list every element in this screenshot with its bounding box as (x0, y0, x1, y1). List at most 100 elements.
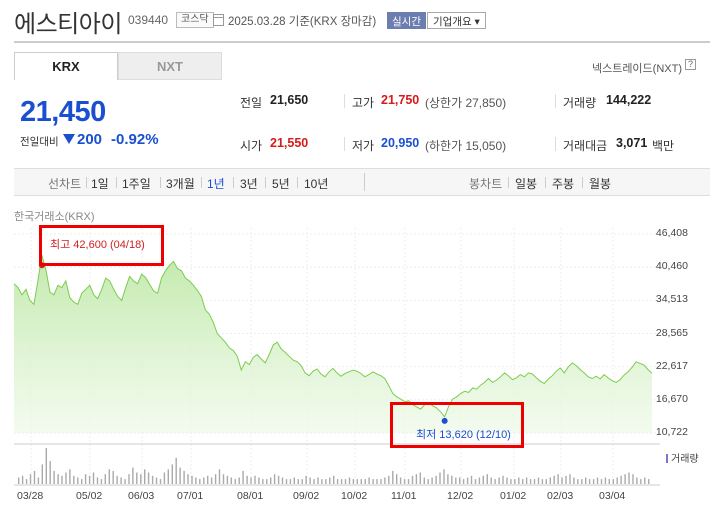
trade-value-unit: 백만 (652, 139, 675, 153)
volume-bar (242, 470, 244, 484)
volume-bar (49, 461, 51, 484)
candle-monthly[interactable]: 월봉 (589, 177, 612, 191)
volume-bar (199, 479, 201, 484)
volume-bar (96, 477, 99, 484)
period-5y[interactable]: 5년 (272, 177, 290, 191)
price-change: 200 (63, 131, 102, 148)
current-price: 21,450 (20, 96, 106, 128)
help-icon[interactable]: ? (685, 59, 696, 70)
volume-bar (171, 464, 173, 484)
volume-bar (340, 479, 343, 484)
stock-code: 039440 (128, 13, 169, 27)
volume-bar (53, 470, 55, 484)
y-tick-label: 40,460 (655, 260, 688, 273)
volume-bar (159, 479, 162, 484)
volume-bar (175, 457, 177, 484)
volume-bar (41, 464, 43, 484)
volume-bar (88, 475, 91, 484)
toolbar-divider (364, 173, 365, 191)
volume-bar (191, 475, 193, 484)
volume-bar (214, 474, 217, 484)
volume-bar (549, 477, 551, 484)
volume-bar (498, 477, 500, 484)
toolbar-divider (116, 177, 117, 188)
basis: 기준(KRX 장마감) (288, 16, 377, 28)
volume-bar (273, 474, 276, 484)
volume-bar (352, 479, 355, 484)
y-tick-label: 16,670 (655, 392, 688, 405)
candle-weekly[interactable]: 주봉 (552, 177, 575, 191)
stat-divider (555, 94, 556, 108)
low-value: 20,950 (381, 136, 420, 150)
volume-bar (18, 477, 20, 484)
volume-bar (124, 479, 126, 484)
volume-bar (592, 479, 595, 484)
volume-bar (254, 475, 256, 484)
volume-bar (620, 475, 622, 484)
period-3m[interactable]: 3개월 (166, 177, 195, 191)
volume-bar (537, 477, 540, 484)
line-chart-button[interactable]: 선차트 (48, 177, 82, 191)
tab-krx[interactable]: KRX (14, 52, 118, 80)
volume-bar (529, 479, 532, 484)
period-1y[interactable]: 1년 (207, 177, 225, 191)
volume-bar (151, 475, 154, 484)
volume-bar (305, 475, 307, 484)
stat-divider (344, 137, 345, 151)
tab-nxt[interactable]: NXT (118, 52, 222, 80)
volume-bar (600, 479, 603, 484)
volume-bar (344, 479, 347, 484)
volume-bar (140, 474, 142, 484)
volume-bar (207, 475, 209, 484)
realtime-button[interactable]: 실시간 (387, 12, 426, 29)
volume-bar (632, 474, 634, 484)
candle-chart-button[interactable]: 봉차트 (469, 177, 503, 191)
period-3y[interactable]: 3년 (240, 177, 258, 191)
price-area (14, 255, 652, 433)
volume-bar (108, 469, 110, 484)
volume-bar (210, 477, 213, 484)
volume-bar (333, 475, 335, 484)
volume-bar (451, 475, 453, 484)
volume-bar (553, 475, 555, 484)
volume-bar (510, 479, 512, 484)
volume-bar (356, 479, 358, 484)
volume-bar (407, 479, 410, 484)
company-info-dropdown[interactable]: 기업개요 ▾ (427, 12, 486, 29)
volume-bar (443, 469, 445, 484)
volume-bar (183, 470, 185, 484)
volume-bar (293, 477, 295, 484)
volume-bar (439, 472, 441, 484)
volume-bar (388, 475, 390, 484)
volume-bar (65, 472, 67, 484)
volume-bar (628, 472, 630, 484)
volume-bar (541, 479, 544, 484)
volume-bar (246, 475, 248, 484)
volume-bar (84, 474, 87, 484)
x-tick-label: 07/01 (177, 490, 204, 502)
prev-close-label: 전일 (240, 96, 263, 110)
high-label: 고가 (352, 96, 375, 110)
volume-bar (325, 479, 327, 484)
period-10y[interactable]: 10년 (304, 177, 329, 191)
prev-close-value: 21,650 (270, 93, 309, 107)
x-tick-label: 03/28 (17, 490, 44, 502)
volume-bar (281, 477, 284, 484)
y-tick-label: 10,722 (655, 426, 688, 438)
volume-bar (533, 479, 536, 484)
stat-divider (344, 94, 345, 108)
volume-bar (163, 472, 166, 484)
volume-bar (502, 475, 504, 484)
volume-bar (415, 474, 418, 484)
period-1w[interactable]: 1주일 (122, 177, 151, 191)
volume-bar (577, 479, 579, 484)
period-1d[interactable]: 1일 (91, 177, 109, 191)
volume-bar (396, 474, 398, 484)
candle-daily[interactable]: 일봉 (515, 177, 538, 191)
volume-bar (301, 479, 303, 484)
nxt-link[interactable]: 넥스트레이드(NXT) (591, 63, 682, 75)
y-tick-label: 46,408 (655, 227, 688, 239)
toolbar-divider (545, 177, 546, 188)
volume-bar (69, 469, 71, 484)
